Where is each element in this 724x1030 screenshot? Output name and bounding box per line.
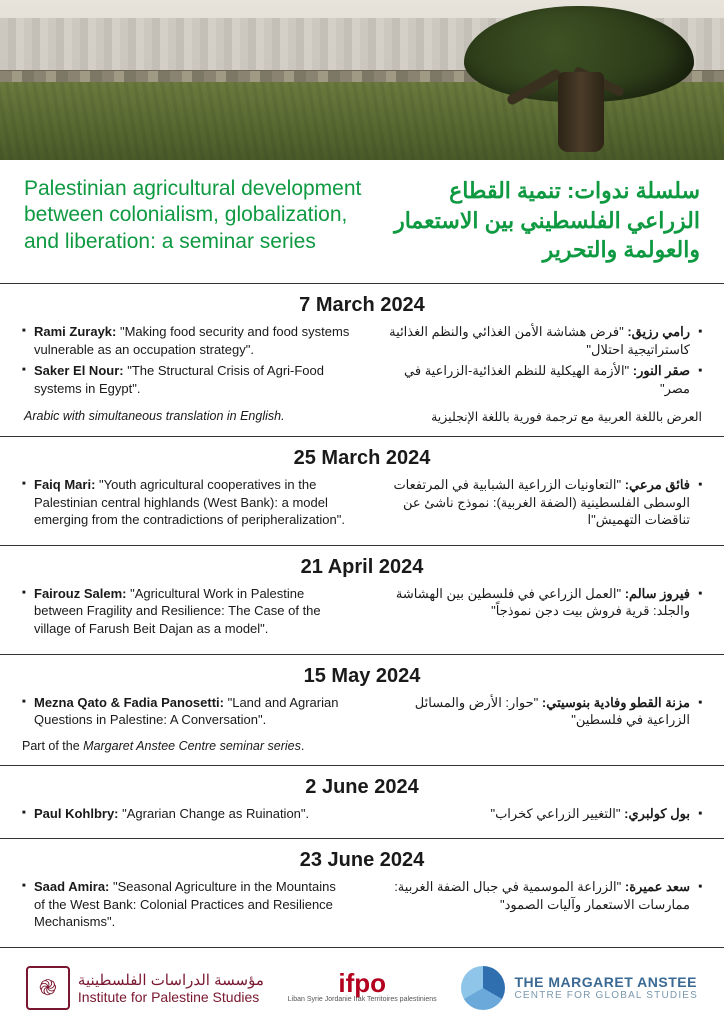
speaker-name-en: Paul Kohlbry: — [34, 806, 119, 821]
session-ar: فيروز سالم: "العمل الزراعي في فلسطين بين… — [374, 585, 702, 624]
speaker-name-en: Rami Zurayk: — [34, 324, 116, 339]
talk-title-ar: "التغيير الزراعي كخراب" — [490, 806, 624, 821]
talk-title-en: "Agrarian Change as Ruination". — [119, 806, 310, 821]
session-ar: مزنة القطو وفادية بنوسيتي: "حوار: الأرض … — [374, 694, 702, 733]
speaker-name-ar: رامي رزيق: — [627, 324, 690, 339]
session-en: Paul Kohlbry: "Agrarian Change as Ruinat… — [22, 805, 350, 827]
ips-name-ar: مؤسسة الدراسات الفلسطينية — [78, 971, 264, 989]
session-footnote-series: Margaret Anstee Centre seminar series — [83, 739, 301, 753]
talk-ar: رامي رزيق: "فرض هشاشة الأمن الغذائي والن… — [374, 323, 702, 358]
session-ar: بول كولبري: "التغيير الزراعي كخراب" — [374, 805, 702, 827]
session-footnote-suffix: . — [301, 739, 304, 753]
session-ar: فائق مرعي: "التعاونيات الزراعية الشبابية… — [374, 476, 702, 533]
session: 25 March 2024 Faiq Mari: "Youth agricultu… — [0, 436, 724, 545]
hero-photo — [0, 0, 724, 160]
talk-en: Paul Kohlbry: "Agrarian Change as Ruinat… — [22, 805, 350, 823]
speaker-name-ar: سعد عميرة: — [625, 879, 690, 894]
speaker-name-en: Saad Amira: — [34, 879, 109, 894]
session-date: 15 May 2024 — [22, 665, 702, 688]
session-en: Saad Amira: "Seasonal Agriculture in the… — [22, 878, 350, 935]
title-english: Palestinian agricultural development bet… — [24, 176, 364, 265]
session-date: 25 March 2024 — [22, 447, 702, 470]
speaker-name-ar: بول كولبري: — [624, 806, 690, 821]
session-date: 7 March 2024 — [22, 294, 702, 317]
session-footnote: Part of the Margaret Anstee Centre semin… — [22, 739, 702, 753]
speaker-name-en: Mezna Qato & Fadia Panosetti: — [34, 695, 224, 710]
speaker-name-ar: مزنة القطو وفادية بنوسيتي: — [542, 695, 690, 710]
session: 15 May 2024 Mezna Qato & Fadia Panosetti:… — [0, 654, 724, 765]
session-date: 21 April 2024 — [22, 556, 702, 579]
session-footnote-prefix: Part of the — [22, 739, 83, 753]
speaker-name-en: Fairouz Salem: — [34, 586, 126, 601]
logo-margaret-anstee: THE MARGARET ANSTEE CENTRE FOR GLOBAL ST… — [461, 966, 699, 1010]
ips-icon: ֎ — [26, 966, 70, 1010]
logo-ips: ֎ مؤسسة الدراسات الفلسطينية Institute fo… — [26, 966, 264, 1010]
session-date: 23 June 2024 — [22, 849, 702, 872]
session-date: 2 June 2024 — [22, 776, 702, 799]
mac-globe-icon — [461, 966, 505, 1010]
title-arabic: سلسلة ندوات: تنمية القطاع الزراعي الفلسط… — [388, 176, 700, 265]
talk-ar: بول كولبري: "التغيير الزراعي كخراب" — [374, 805, 702, 823]
session-en: Faiq Mari: "Youth agricultural cooperati… — [22, 476, 350, 533]
talk-en: Rami Zurayk: "Making food security and f… — [22, 323, 350, 358]
session-en: Rami Zurayk: "Making food security and f… — [22, 323, 350, 401]
session-ar: رامي رزيق: "فرض هشاشة الأمن الغذائي والن… — [374, 323, 702, 401]
session: 7 March 2024 Rami Zurayk: "Making food se… — [0, 283, 724, 436]
talk-ar: مزنة القطو وفادية بنوسيتي: "حوار: الأرض … — [374, 694, 702, 729]
speaker-name-ar: فيروز سالم: — [625, 586, 690, 601]
ifpo-wordmark: ifpo — [288, 972, 437, 994]
mac-line2: CENTRE FOR GLOBAL STUDIES — [515, 990, 699, 1001]
talk-ar: سعد عميرة: "الزراعة الموسمية في جبال الض… — [374, 878, 702, 913]
session-ar: سعد عميرة: "الزراعة الموسمية في جبال الض… — [374, 878, 702, 917]
speaker-name-en: Saker El Nour: — [34, 363, 124, 378]
session: 21 April 2024 Fairouz Salem: "Agricultura… — [0, 545, 724, 654]
session-en: Fairouz Salem: "Agricultural Work in Pal… — [22, 585, 350, 642]
session-note-en: Arabic with simultaneous translation in … — [22, 409, 350, 424]
talk-ar: صقر النور: "الأزمة الهيكلية للنظم الغذائ… — [374, 362, 702, 397]
logo-ifpo: ifpo Liban Syrie Jordanie Irak Territoir… — [288, 972, 437, 1004]
speaker-name-ar: فائق مرعي: — [625, 477, 690, 492]
mac-line1: THE MARGARET ANSTEE — [515, 974, 699, 990]
session: 23 June 2024 Saad Amira: "Seasonal Agricu… — [0, 838, 724, 948]
talk-en: Faiq Mari: "Youth agricultural cooperati… — [22, 476, 350, 529]
session: 2 June 2024 Paul Kohlbry: "Agrarian Chang… — [0, 765, 724, 839]
talk-en: Fairouz Salem: "Agricultural Work in Pal… — [22, 585, 350, 638]
speaker-name-ar: صقر النور: — [633, 363, 690, 378]
sponsor-logos: ֎ مؤسسة الدراسات الفلسطينية Institute fo… — [0, 948, 724, 1030]
talk-en: Mezna Qato & Fadia Panosetti: "Land and … — [22, 694, 350, 729]
ifpo-sub: Liban Syrie Jordanie Irak Territoires pa… — [288, 996, 437, 1004]
speaker-name-en: Faiq Mari: — [34, 477, 95, 492]
ips-name-en: Institute for Palestine Studies — [78, 989, 264, 1005]
talk-ar: فائق مرعي: "التعاونيات الزراعية الشبابية… — [374, 476, 702, 529]
talk-en: Saker El Nour: "The Structural Crisis of… — [22, 362, 350, 397]
talk-ar: فيروز سالم: "العمل الزراعي في فلسطين بين… — [374, 585, 702, 620]
session-note-ar: العرض باللغة العربية مع ترجمة فورية بالل… — [374, 409, 702, 424]
session-en: Mezna Qato & Fadia Panosetti: "Land and … — [22, 694, 350, 733]
talk-en: Saad Amira: "Seasonal Agriculture in the… — [22, 878, 350, 931]
